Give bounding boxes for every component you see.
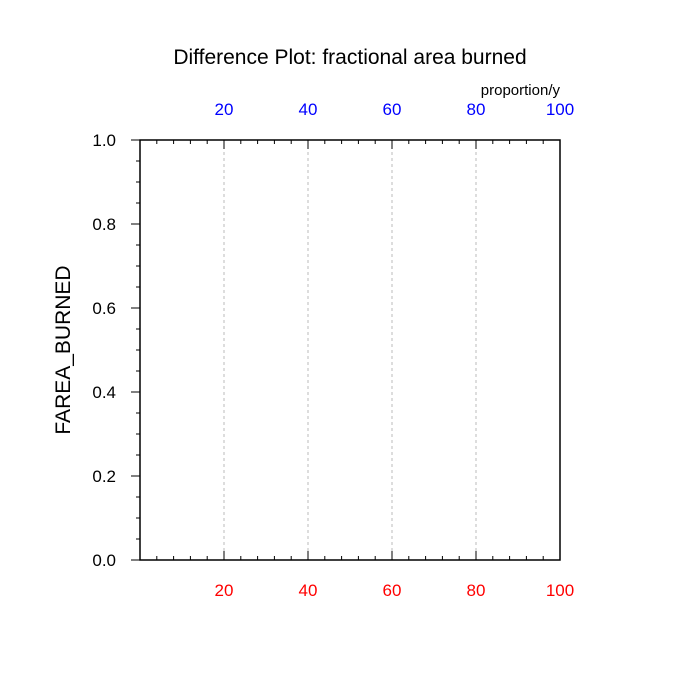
x-tick-label-bottom: 80 <box>467 581 486 600</box>
y-tick-label: 0.2 <box>92 467 116 486</box>
grid-lines <box>223 140 477 560</box>
y-tick-label: 0.4 <box>92 383 116 402</box>
top-axis-units-label: proportion/y <box>481 82 561 99</box>
x-tick-label-bottom: 20 <box>215 581 234 600</box>
y-tick-label: 0.6 <box>92 299 116 318</box>
x-tick-label-top: 20 <box>215 100 234 119</box>
x-tick-label-bottom: 40 <box>299 581 318 600</box>
y-axis-label: FAREA_BURNED <box>52 265 75 434</box>
x-tick-label-top: 40 <box>299 100 318 119</box>
x-tick-label-top: 60 <box>383 100 402 119</box>
x-tick-label-bottom: 60 <box>383 581 402 600</box>
chart-title: Difference Plot: fractional area burned <box>173 46 526 69</box>
tick-labels: 20 20 40 40 60 60 80 80 100 100 0.0 0.2 0.4 0.6 0.8 1.0 <box>92 100 574 600</box>
y-tick-label: 0.0 <box>92 551 116 570</box>
x-tick-label-top: 80 <box>467 100 486 119</box>
y-tick-label: 1.0 <box>92 131 116 150</box>
x-tick-label-bottom: 100 <box>546 581 574 600</box>
y-tick-label: 0.8 <box>92 215 116 234</box>
plot-frame <box>139 139 561 561</box>
x-tick-label-top: 100 <box>546 100 574 119</box>
